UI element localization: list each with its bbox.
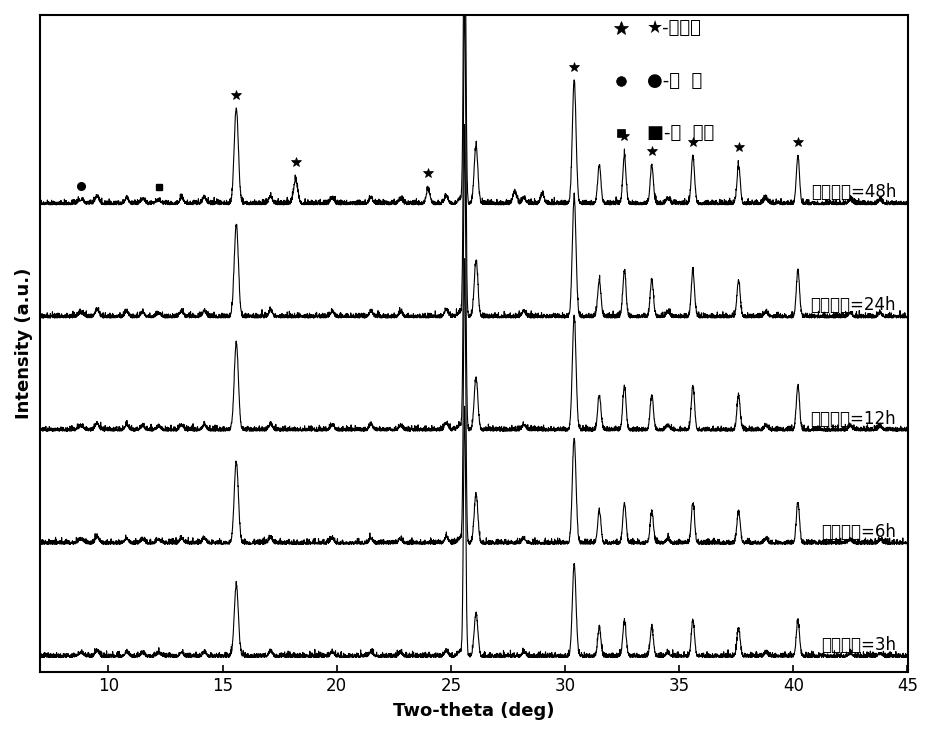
Text: ★-方沨石: ★-方沨石 [648,19,703,37]
Text: ■-地  开石: ■-地 开石 [648,124,715,143]
Text: 陈化时间=48h: 陈化时间=48h [811,183,896,201]
Text: ●-云  母: ●-云 母 [648,72,703,90]
X-axis label: Two-theta (deg): Two-theta (deg) [393,702,554,720]
Text: 陈化时间=24h: 陈化时间=24h [811,296,896,315]
Text: 陈化时间=6h: 陈化时间=6h [821,523,896,541]
Y-axis label: Intensity (a.u.): Intensity (a.u.) [15,268,33,419]
Text: 陈化时间=3h: 陈化时间=3h [821,636,896,654]
Text: 陈化时间=12h: 陈化时间=12h [811,409,896,428]
